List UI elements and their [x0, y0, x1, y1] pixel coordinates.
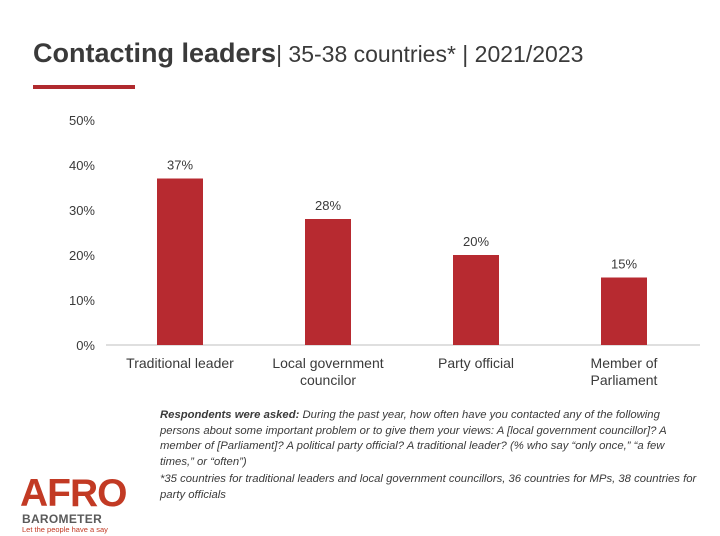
- y-tick-label: 10%: [69, 293, 95, 308]
- x-category-label: Party official: [438, 355, 514, 371]
- y-tick-label: 20%: [69, 248, 95, 263]
- title-underline: [33, 85, 135, 89]
- bar-value-label: 20%: [463, 234, 489, 249]
- x-category-label: councilor: [300, 372, 356, 388]
- logo-brand: AFRO: [20, 472, 127, 515]
- x-category-label: Member of: [591, 355, 658, 371]
- bar: [305, 219, 351, 345]
- afrobarometer-logo: AFRO BAROMETER Let the people have a say: [20, 472, 138, 535]
- x-category-label: Local government: [272, 355, 383, 371]
- bar-value-label: 28%: [315, 198, 341, 213]
- y-tick-label: 40%: [69, 158, 95, 173]
- survey-question-note: Respondents were asked: During the past …: [160, 408, 700, 470]
- bar-chart: 0% 10% 20% 30% 40% 50% 37% Traditional leader 28…: [69, 113, 700, 388]
- y-tick-label: 50%: [69, 113, 95, 128]
- logo-tagline: Let the people have a say: [22, 525, 108, 534]
- x-category-label: Parliament: [591, 372, 658, 388]
- x-category-label: Traditional leader: [126, 355, 234, 371]
- note-lead: Respondents were asked:: [160, 409, 300, 421]
- bar: [453, 255, 499, 345]
- bar: [157, 178, 203, 345]
- title-subtitle: | 35-38 countries* | 2021/2023: [276, 41, 584, 67]
- page-title: Contacting leaders| 35-38 countries* | 2…: [33, 36, 583, 71]
- logo-sub: BAROMETER: [22, 512, 103, 526]
- y-tick-label: 30%: [69, 203, 95, 218]
- bar: [601, 277, 647, 345]
- bar-value-label: 15%: [611, 257, 637, 272]
- title-main: Contacting leaders: [33, 38, 277, 68]
- bar-value-label: 37%: [167, 158, 193, 173]
- footnote: *35 countries for traditional leaders an…: [160, 473, 697, 501]
- y-tick-label: 0%: [76, 338, 95, 353]
- note-text: During the past year, how often have you…: [160, 409, 667, 468]
